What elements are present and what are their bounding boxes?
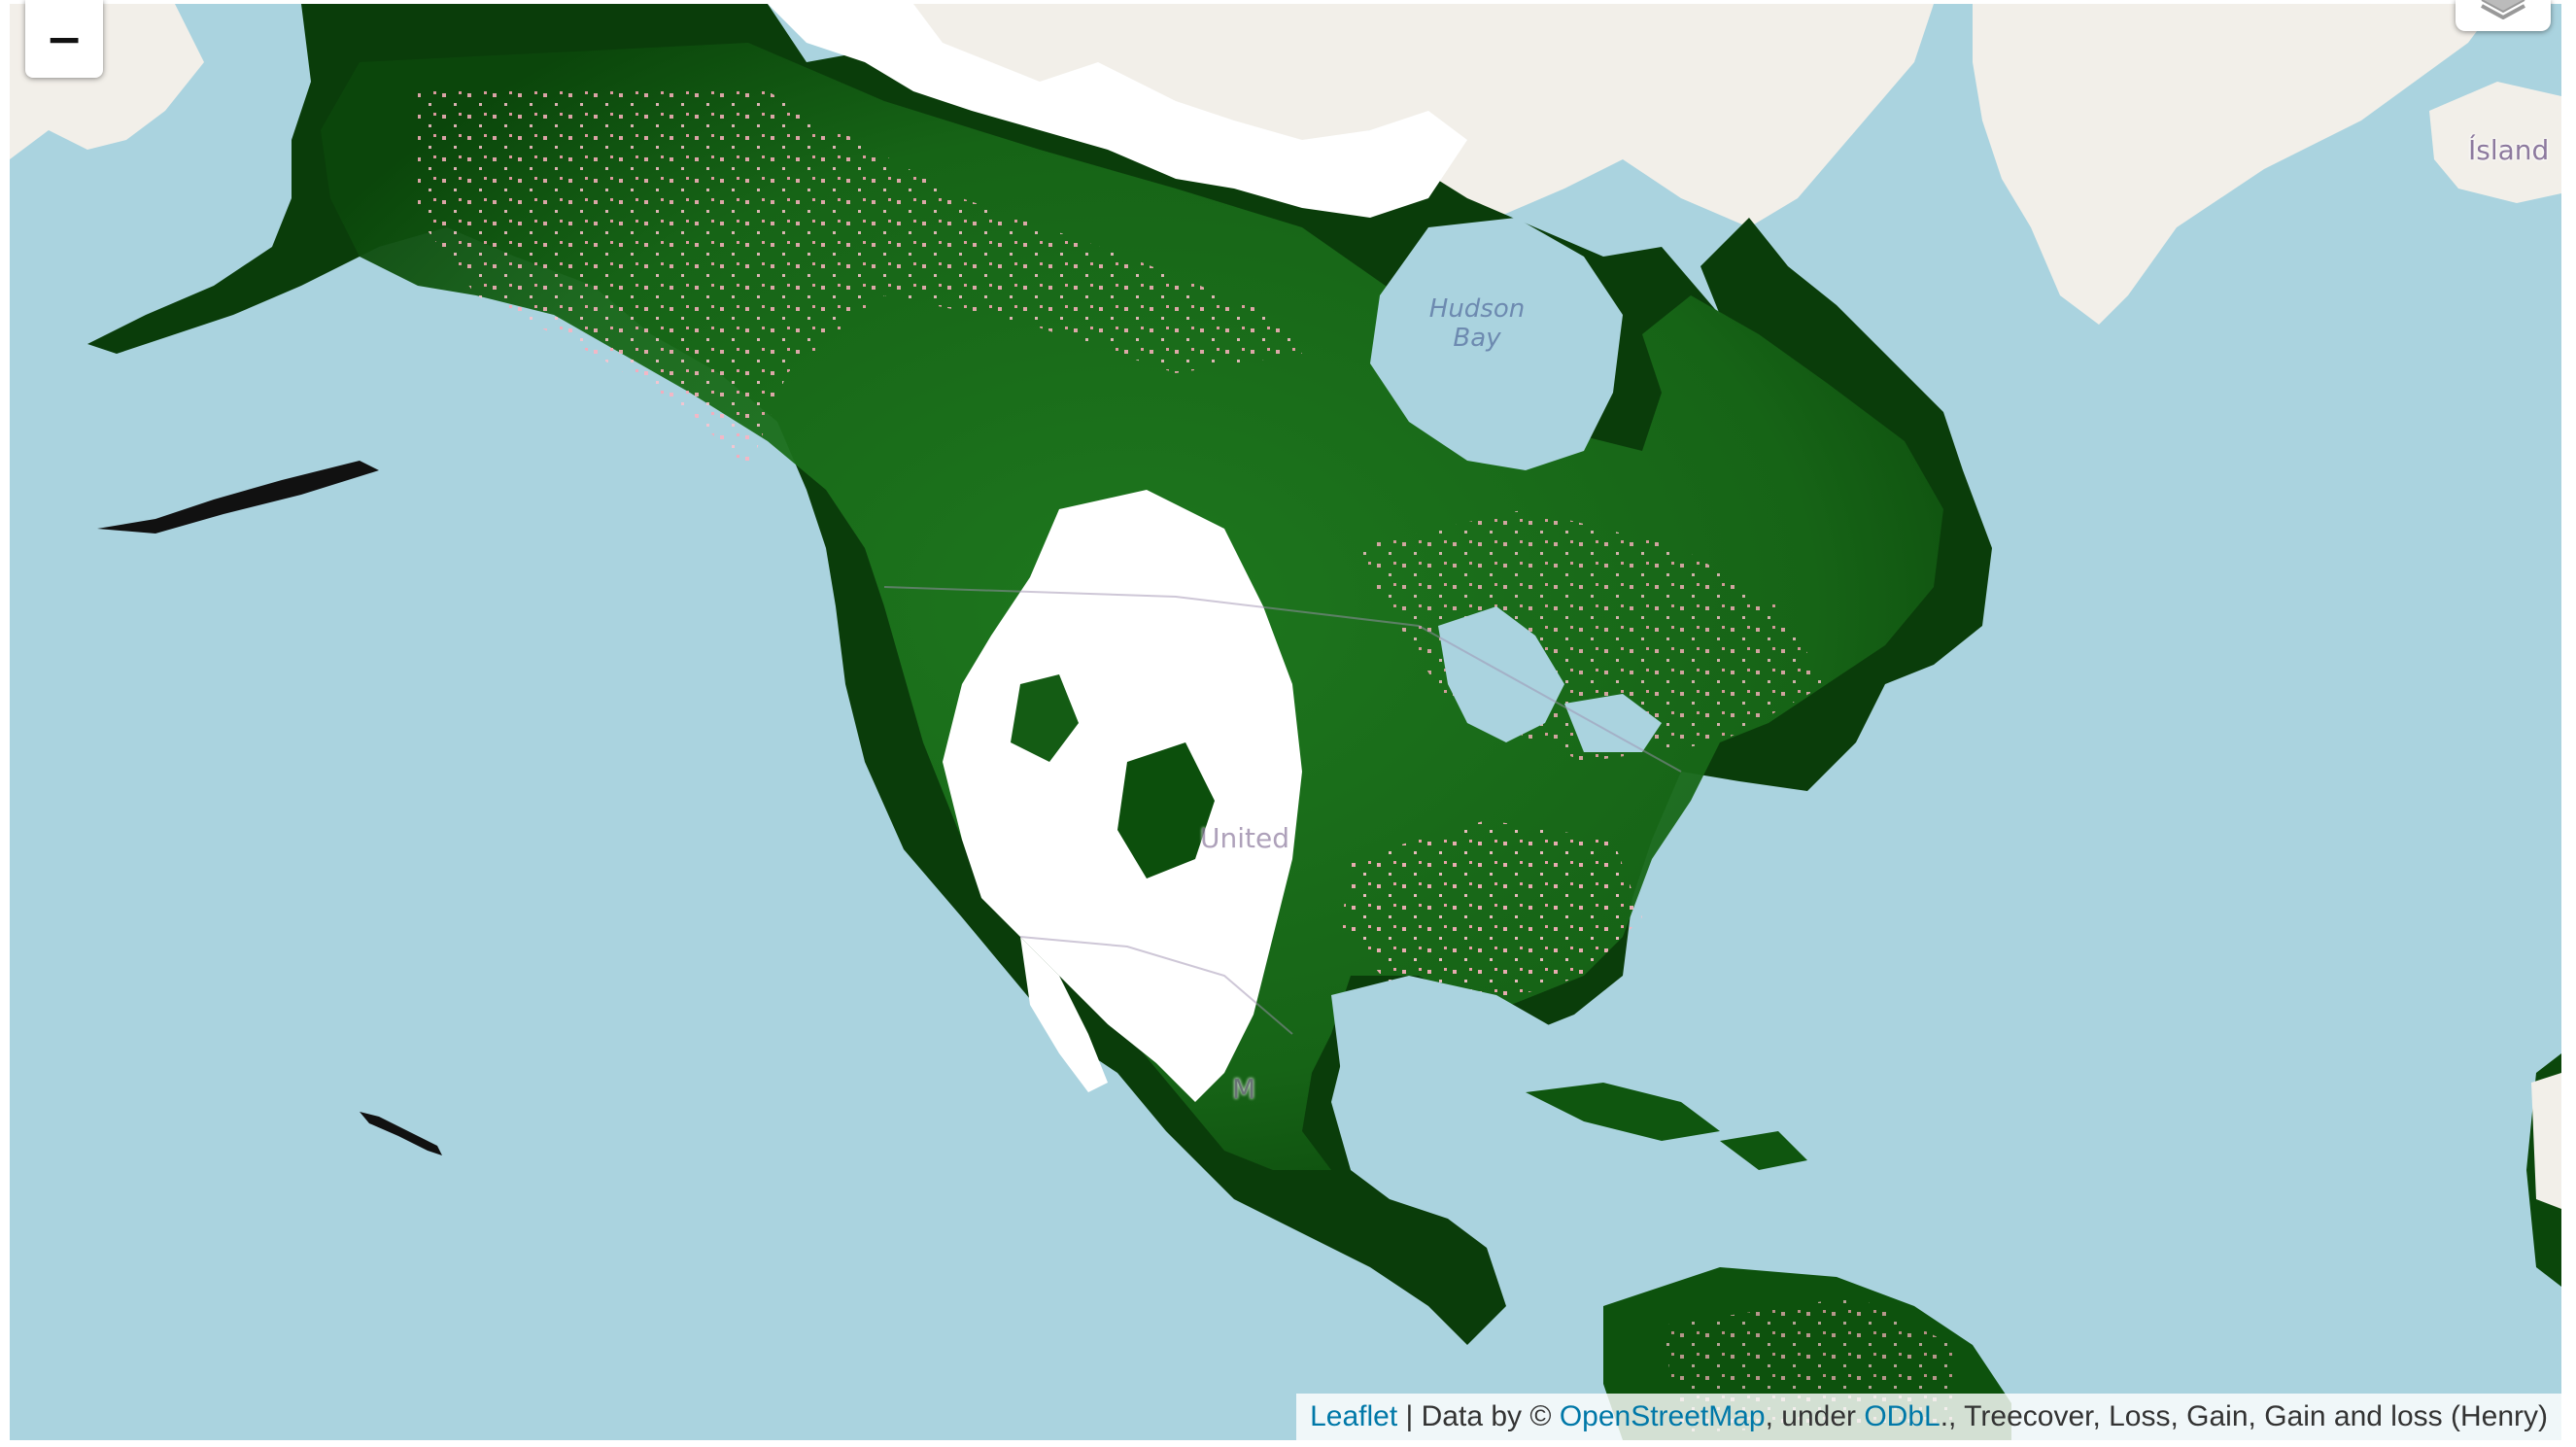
map-viewport[interactable]: Hudson Bay Ísland United M Leaflet | Dat… — [10, 4, 2561, 1440]
map-attribution: Leaflet | Data by © OpenStreetMap , unde… — [1296, 1394, 2561, 1440]
cuba-land — [1526, 1083, 1720, 1141]
nonforest-mountains-patch — [1117, 742, 1215, 879]
leaflet-link[interactable]: Leaflet — [1310, 1400, 1398, 1432]
us-mexico-border — [1019, 936, 1293, 1035]
great-lakes-water — [1438, 606, 1564, 742]
greenland-land — [1973, 4, 2497, 325]
layers-control-button[interactable] — [2456, 0, 2551, 31]
great-lakes-water-2 — [1564, 694, 1662, 752]
loss-layer-southeast — [1341, 820, 1642, 1005]
nonforest-baja — [1020, 937, 1108, 1092]
nonforest-mountains-patch-2 — [1011, 674, 1079, 762]
africa-edge-land-white — [2531, 1073, 2561, 1209]
hispaniola-land — [1720, 1131, 1807, 1170]
tundra-north — [768, 4, 1467, 218]
attribution-under: , under — [1765, 1400, 1865, 1432]
minus-icon: − — [45, 13, 84, 65]
iceland-land — [2429, 82, 2561, 203]
map-canvas — [10, 4, 2561, 1440]
hudson-bay-water — [1370, 218, 1623, 470]
hudson-bay-label: Hudson Bay — [1428, 294, 1526, 353]
us-canada-border — [883, 586, 1682, 773]
hawaii-islands — [360, 1112, 442, 1155]
attribution-layers: ., Treecover, Loss, Gain, Gain and loss … — [1940, 1400, 2548, 1432]
openstreetmap-link[interactable]: OpenStreetMap — [1559, 1400, 1766, 1432]
layers-icon — [2481, 0, 2525, 19]
united-states-label: United — [1200, 822, 1289, 854]
mexico-label: M — [1232, 1073, 1256, 1105]
gulf-of-mexico-water — [1331, 976, 1564, 1121]
aleutian-islands — [97, 461, 379, 534]
odbl-link[interactable]: ODbL — [1864, 1400, 1941, 1432]
iceland-label: Ísland — [2468, 134, 2550, 166]
attribution-separator: | Data by © — [1397, 1400, 1560, 1432]
loss-layer — [418, 91, 1302, 470]
zoom-out-button[interactable]: − — [25, 0, 103, 78]
